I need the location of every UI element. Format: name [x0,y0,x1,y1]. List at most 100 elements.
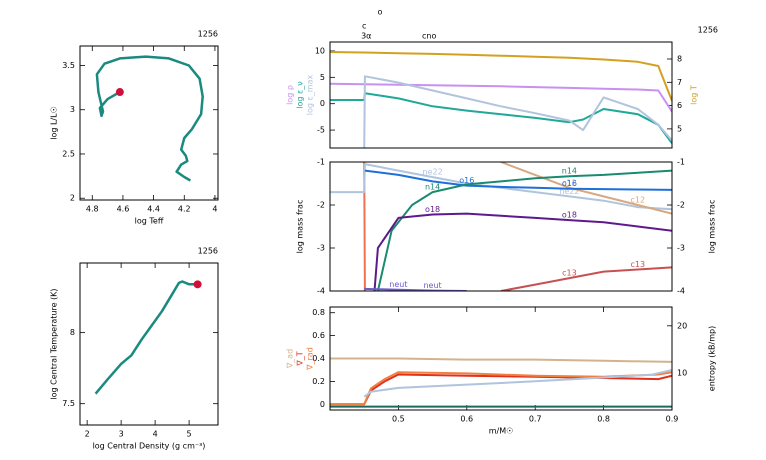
y-tick-label: 10 [315,46,325,55]
y-tick-label: 0 [320,400,325,409]
series-label: ne22 [559,187,579,196]
x-tick-label: 0.5 [392,415,405,424]
y-axis-label: log mass frac [296,200,305,254]
series-label: c12 [562,178,577,187]
series-label: neut [389,280,407,289]
series-label: o16 [459,176,474,185]
x-tick-label: 0.8 [597,415,610,424]
annotation: o [377,8,382,17]
series-line [330,357,672,363]
x-axis-label: m/M☉ [489,427,514,436]
y2-tick-label: -3 [677,244,685,253]
y-tick-label: 0.2 [312,377,325,386]
x-tick-label: 4 [212,205,217,214]
axes-frame [79,262,219,426]
panel: 1256 2 3 4 5 7.5 8 log Central Density (g cm⁻³)… [50,247,219,451]
x-tick-label: 0.9 [666,415,679,424]
annotation: cno [422,32,436,41]
x-tick-label: 0.6 [460,415,473,424]
series-label: ∇_ad [286,349,295,369]
series-label: log T [690,85,699,105]
series-line [500,266,672,291]
x-tick-label: 3 [119,430,124,439]
x-axis-label: log Teff [135,217,164,226]
series-label: log ε_max [306,74,315,115]
panel-title: 1256 [198,30,218,39]
axes-frame [329,306,673,411]
y-tick-label: -4 [317,287,325,296]
series-label: neut [423,281,441,290]
y-tick-label: 3 [70,105,75,114]
series-label: c12 [631,196,646,205]
series-line [364,169,672,191]
series-line [500,162,672,215]
series-line [376,169,672,291]
series-label: log ε_ν [296,81,305,109]
x-tick-label: 4 [153,430,158,439]
series-label: n14 [425,183,440,192]
x-tick-label: 4.6 [117,205,130,214]
y2-tick-label: 8 [677,55,682,64]
series-label: ∇_rad [306,347,315,371]
axes-frame [329,161,673,292]
y2-tick-label: -1 [677,158,685,167]
y-tick-label: -2 [317,201,325,210]
series-label: o18 [562,211,577,220]
x-tick-label: 4.4 [147,205,160,214]
series-line [330,82,672,113]
x-tick-label: 2 [85,430,90,439]
y2-tick-label: 6 [677,101,682,110]
y-axis-label: log Central Temperature (K) [50,288,59,399]
x-tick-label: 0.7 [529,415,542,424]
panel-title: 1256 [698,26,718,35]
y-tick-label: 2 [70,194,75,203]
y-tick-label: 2.5 [62,149,75,158]
panel: -4 -3 -2 -1 -4 -3 -2 -1 log mass frac log mass fr… [296,158,717,296]
y-tick-label: 0.8 [312,308,325,317]
y2-tick-label: 20 [677,321,687,330]
panel: 1256 4.8 4.6 4.4 4.2 4 2 2.5 3 3.5 log Teff log L/L… [50,30,219,226]
annotation: c [362,22,366,31]
annotation: 3α [361,32,371,41]
x-tick-label: 4.2 [178,205,191,214]
y-tick-label: 0.4 [312,354,325,363]
series-line [330,92,672,144]
axes-frame [329,41,673,149]
y-tick-label: 0 [320,99,325,108]
series-line [95,55,204,182]
panel-title: 1256 [198,247,218,256]
y-axis-label: log L/L☉ [50,106,59,140]
plot-area [94,280,198,395]
series-label: c13 [631,260,646,269]
plot-area [95,55,204,182]
y-tick-label: 5 [320,73,325,82]
y2-axis-label: log mass frac [708,200,717,254]
series-line [373,212,672,291]
axes-frame [79,45,219,201]
plot-area [330,51,672,148]
y2-tick-label: -4 [677,287,685,296]
series-label: n14 [562,167,577,176]
y2-tick-label: -2 [677,201,685,210]
panel: 1256 c3α cno o -5 0 5 10 5 6 7 8 log ρ log ε_ν log ε_m… [286,8,718,149]
y-tick-label: -5 [317,126,325,135]
series-label: log ρ [286,85,295,105]
y2-tick-label: 10 [677,368,687,377]
y-tick-label: 8 [70,328,75,337]
y-tick-label: 3.5 [62,61,75,70]
current-point [193,280,202,289]
y-tick-label: -3 [317,244,325,253]
series-label: c13 [562,269,577,278]
series-label: ∇_T [296,351,305,366]
y-tick-label: 0.6 [312,331,325,340]
series-label: o16 [562,179,577,188]
y2-axis-label: entropy (kB/mp) [708,326,717,391]
series-line [330,51,672,102]
current-point [115,88,124,97]
x-tick-label: 4.8 [86,205,99,214]
series-label: o18 [425,205,440,214]
x-axis-label: log Central Density (g cm⁻³) [93,442,206,451]
y-tick-label: -1 [317,158,325,167]
